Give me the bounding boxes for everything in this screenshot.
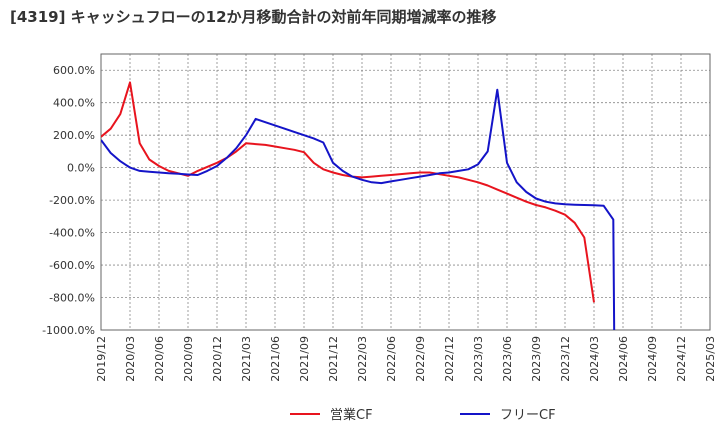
x-tick-label: 2019/12 [95,336,108,382]
y-axis-ticks: 600.0% 400.0% 200.0% 0.0% -200.0% -400.0% -600… [42,64,95,337]
x-tick-label: 2021/12 [327,336,340,382]
x-tick-label: 2023/03 [472,336,485,382]
y-tick-label: -1000.0% [42,324,95,337]
series-line-operating-cf [101,81,595,303]
y-tick-label: 0.0% [67,162,95,175]
x-tick-label: 2022/12 [443,336,456,382]
x-tick-label: 2024/12 [675,336,688,382]
x-tick-label: 2021/06 [269,336,282,382]
x-tick-label: 2024/06 [617,336,630,382]
x-tick-label: 2021/09 [298,336,311,382]
y-tick-label: -400.0% [49,227,95,240]
series-line-free-cf [101,88,616,330]
x-tick-label: 2022/06 [385,336,398,382]
y-tick-label: -200.0% [49,194,95,207]
x-tick-label: 2020/12 [211,336,224,382]
y-tick-label: 400.0% [53,97,95,110]
x-tick-label: 2024/03 [588,336,601,382]
x-tick-label: 2025/03 [704,336,717,382]
y-tick-label: -800.0% [49,292,95,305]
x-tick-label: 2020/09 [182,336,195,382]
chart-title: [4319] キャッシュフローの12か月移動合計の対前年同期増減率の推移 [10,8,497,26]
grid-layer [100,54,711,331]
x-tick-label: 2024/09 [646,336,659,382]
plot-frame [100,53,711,331]
x-tick-label: 2020/03 [124,336,137,382]
x-tick-label: 2023/06 [501,336,514,382]
x-tick-label: 2021/03 [240,336,253,382]
series-layer [101,81,616,330]
x-tick-label: 2020/06 [153,336,166,382]
x-tick-label: 2022/03 [356,336,369,382]
y-tick-label: 200.0% [53,129,95,142]
x-tick-label: 2023/12 [559,336,572,382]
y-tick-label: -600.0% [49,259,95,272]
legend: 営業CF フリーCF [290,407,556,423]
legend-label: フリーCF [500,408,556,423]
y-tick-label: 600.0% [53,64,95,77]
x-axis-ticks: 2019/12 2020/03 2020/06 2020/09 2020/12 2021/… [95,336,717,382]
x-tick-label: 2023/09 [530,336,543,382]
legend-label: 営業CF [330,407,373,423]
x-tick-label: 2022/09 [414,336,427,382]
